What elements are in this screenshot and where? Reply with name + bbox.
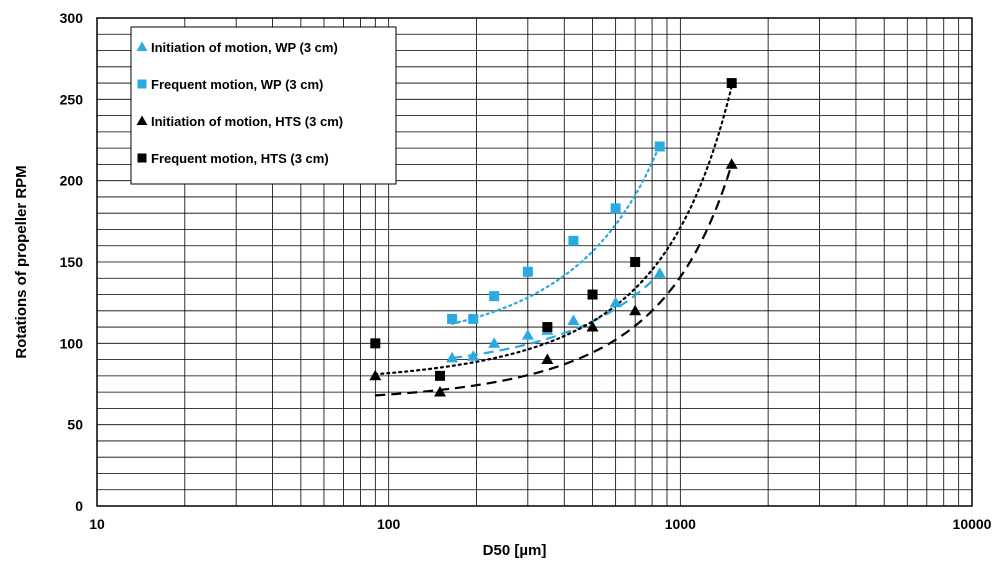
legend-marker bbox=[136, 41, 148, 51]
y-tick-label: 300 bbox=[60, 10, 84, 26]
data-point bbox=[567, 314, 580, 325]
x-tick-label: 100 bbox=[377, 516, 401, 532]
legend-marker bbox=[137, 79, 147, 89]
trendline bbox=[451, 143, 661, 325]
y-tick-label: 150 bbox=[60, 254, 84, 270]
y-tick-label: 0 bbox=[75, 498, 83, 514]
data-point bbox=[726, 78, 737, 89]
data-point bbox=[610, 203, 621, 214]
data-point bbox=[467, 350, 480, 361]
plot-area-frame bbox=[96, 17, 973, 507]
y-tick-label: 200 bbox=[60, 173, 84, 189]
data-point bbox=[434, 386, 447, 397]
x-tick-label: 10 bbox=[89, 516, 105, 532]
data-point bbox=[587, 289, 598, 300]
grid bbox=[97, 18, 972, 506]
y-axis-title: Rotations of propeller RPM bbox=[13, 165, 30, 358]
legend-label: Initiation of motion, WP (3 cm) bbox=[151, 40, 338, 55]
data-point bbox=[369, 369, 382, 381]
data-point bbox=[446, 351, 459, 363]
y-axis-tick-labels: 0 50 100 150 200 250 300 bbox=[60, 10, 84, 514]
y-tick-label: 250 bbox=[60, 91, 84, 107]
trendline bbox=[451, 272, 661, 360]
data-point bbox=[370, 338, 381, 349]
x-axis-tick-labels: 10 100 1000 10000 bbox=[89, 516, 991, 532]
data-point bbox=[521, 329, 534, 340]
data-point bbox=[654, 141, 665, 152]
data-point bbox=[725, 158, 738, 169]
legend: Initiation of motion, WP (3 cm) Frequent … bbox=[130, 26, 397, 185]
legend-label: Initiation of motion, HTS (3 cm) bbox=[151, 114, 343, 129]
legend-items: Initiation of motion, WP (3 cm) Frequent … bbox=[136, 40, 343, 166]
data-point bbox=[542, 322, 553, 333]
legend-label: Frequent motion, WP (3 cm) bbox=[151, 77, 323, 92]
data-point bbox=[488, 337, 501, 348]
data-point bbox=[629, 304, 642, 316]
data-point bbox=[489, 291, 500, 302]
x-tick-label: 10000 bbox=[953, 516, 992, 532]
data-point bbox=[468, 313, 479, 324]
trendlines bbox=[374, 85, 733, 397]
y-tick-label: 50 bbox=[67, 417, 83, 433]
y-tick-label: 100 bbox=[60, 335, 84, 351]
legend-label: Frequent motion, HTS (3 cm) bbox=[151, 151, 329, 166]
data-point bbox=[630, 257, 641, 267]
data-point bbox=[435, 370, 446, 381]
trendline bbox=[375, 164, 733, 397]
legend-marker bbox=[136, 115, 148, 125]
legend-marker bbox=[137, 153, 147, 163]
data-point bbox=[447, 313, 458, 324]
trendline bbox=[374, 85, 733, 376]
data-point bbox=[653, 267, 666, 278]
data-point bbox=[522, 266, 533, 277]
legend-box bbox=[130, 26, 397, 185]
data-point bbox=[609, 296, 622, 308]
x-axis-title: D50 [µm] bbox=[483, 542, 547, 559]
data-points bbox=[369, 78, 738, 397]
data-point bbox=[541, 353, 554, 365]
x-tick-label: 1000 bbox=[665, 516, 696, 532]
data-point bbox=[568, 235, 579, 246]
data-point bbox=[586, 320, 599, 332]
